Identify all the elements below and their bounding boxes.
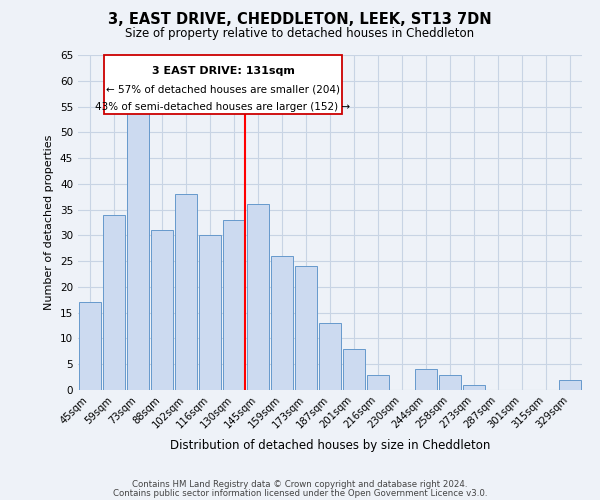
- Bar: [559, 380, 581, 390]
- Bar: [295, 266, 317, 390]
- Bar: [343, 349, 365, 390]
- Bar: [247, 204, 269, 390]
- Bar: [223, 220, 245, 390]
- Bar: [439, 374, 461, 390]
- Bar: [103, 215, 125, 390]
- Text: 3, EAST DRIVE, CHEDDLETON, LEEK, ST13 7DN: 3, EAST DRIVE, CHEDDLETON, LEEK, ST13 7D…: [108, 12, 492, 28]
- FancyBboxPatch shape: [104, 55, 342, 114]
- Bar: [463, 385, 485, 390]
- Bar: [415, 370, 437, 390]
- Text: 3 EAST DRIVE: 131sqm: 3 EAST DRIVE: 131sqm: [152, 66, 295, 76]
- Bar: [199, 236, 221, 390]
- Text: Contains HM Land Registry data © Crown copyright and database right 2024.: Contains HM Land Registry data © Crown c…: [132, 480, 468, 489]
- X-axis label: Distribution of detached houses by size in Cheddleton: Distribution of detached houses by size …: [170, 439, 490, 452]
- Text: 43% of semi-detached houses are larger (152) →: 43% of semi-detached houses are larger (…: [95, 102, 350, 113]
- Bar: [319, 323, 341, 390]
- Y-axis label: Number of detached properties: Number of detached properties: [44, 135, 55, 310]
- Text: ← 57% of detached houses are smaller (204): ← 57% of detached houses are smaller (20…: [106, 85, 340, 95]
- Bar: [127, 112, 149, 390]
- Bar: [151, 230, 173, 390]
- Text: Contains public sector information licensed under the Open Government Licence v3: Contains public sector information licen…: [113, 488, 487, 498]
- Bar: [79, 302, 101, 390]
- Bar: [367, 374, 389, 390]
- Text: Size of property relative to detached houses in Cheddleton: Size of property relative to detached ho…: [125, 28, 475, 40]
- Bar: [175, 194, 197, 390]
- Bar: [271, 256, 293, 390]
